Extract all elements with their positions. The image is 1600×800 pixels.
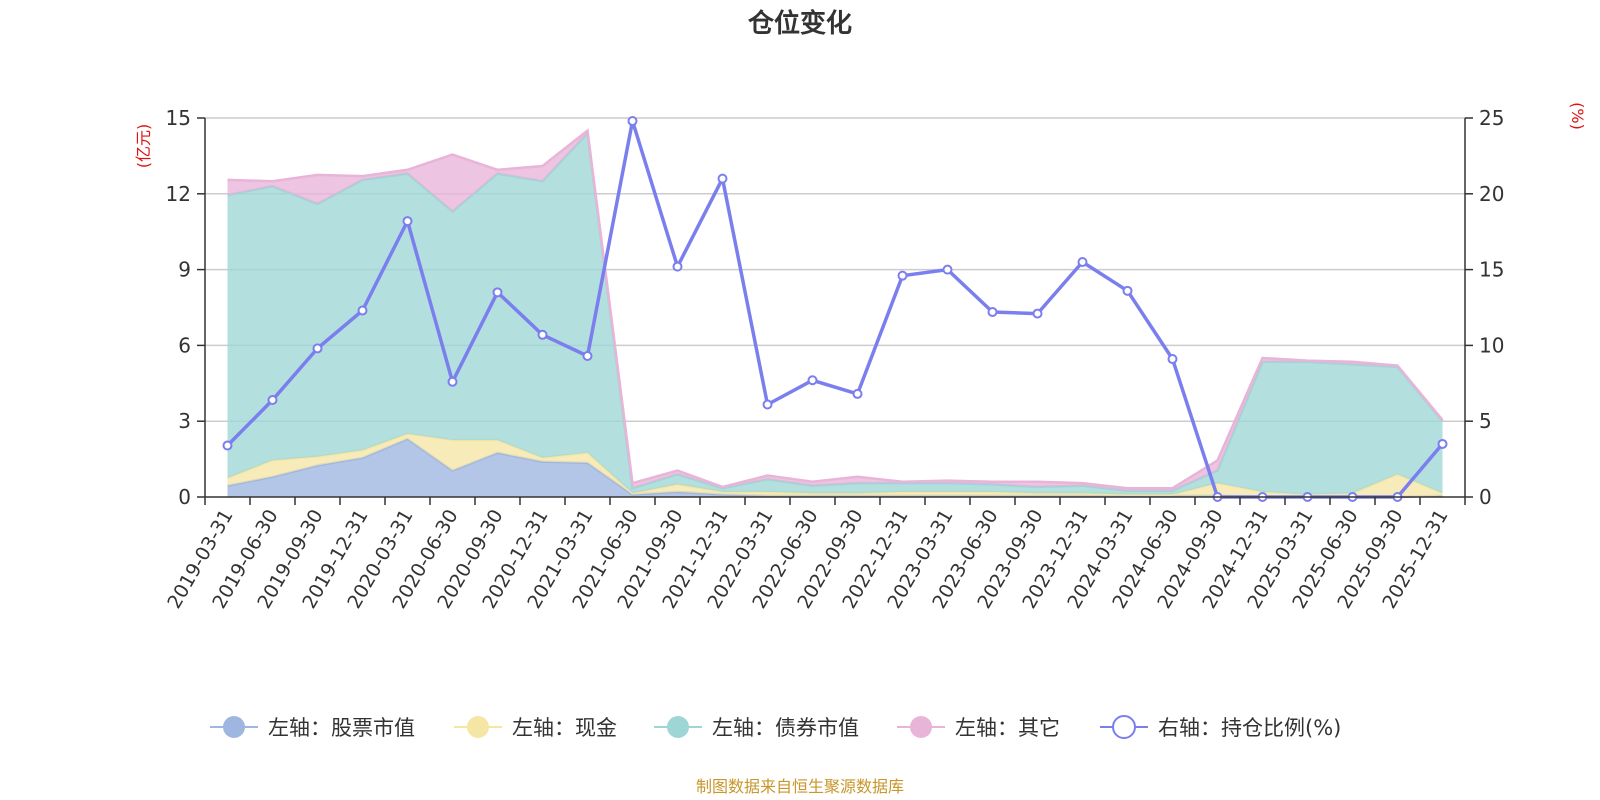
right-axis-tick-label: 25 — [1479, 106, 1504, 130]
ratio-point — [1167, 354, 1178, 365]
ratio-point — [447, 376, 458, 387]
legend-marker — [467, 716, 489, 738]
source-note: 制图数据来自恒生聚源数据库 — [696, 777, 904, 796]
ratio-point — [537, 329, 548, 340]
ratio-point — [1437, 438, 1448, 449]
area-series-edge — [227, 128, 1444, 490]
legend-marker — [910, 716, 932, 738]
ratio-point — [222, 440, 233, 451]
right-axis-unit: (%) — [1568, 102, 1587, 130]
right-axis-tick-label: 10 — [1479, 333, 1504, 357]
ratio-point — [267, 394, 278, 405]
legend-label: 左轴：股票市值 — [268, 716, 415, 740]
chart-title: 仓位变化 — [747, 8, 852, 39]
left-axis-tick-label: 0 — [178, 485, 191, 509]
ratio-point — [762, 399, 773, 410]
legend-label: 左轴：现金 — [512, 716, 617, 740]
left-axis-tick-label: 15 — [166, 106, 191, 130]
left-axis-tick-label: 3 — [178, 409, 191, 433]
ratio-point — [987, 307, 998, 318]
ratio-point — [672, 261, 683, 272]
ratio-point — [357, 305, 368, 316]
area-series — [227, 133, 1443, 495]
area-series — [227, 438, 1443, 497]
ratio-point — [717, 173, 728, 184]
legend-marker — [667, 716, 689, 738]
ratio-point — [852, 388, 863, 399]
legend-label: 左轴：其它 — [955, 716, 1060, 740]
legend-marker — [223, 716, 245, 738]
ratio-point — [402, 216, 413, 227]
ratio-point — [312, 343, 323, 354]
ratio-point — [1077, 257, 1088, 268]
left-axis-tick-label: 12 — [166, 182, 191, 206]
legend: 左轴：股票市值 左轴：现金 左轴：债券市值 左轴：其它 右轴：持仓比例(%) — [210, 715, 1341, 740]
left-axis-tick-label: 6 — [178, 333, 191, 357]
ratio-point — [942, 264, 953, 275]
ratio-point — [582, 351, 593, 362]
right-axis-tick-label: 0 — [1479, 485, 1492, 509]
right-axis-tick-label: 5 — [1479, 409, 1492, 433]
ratio-point — [807, 375, 818, 386]
ratio-point — [1122, 285, 1133, 296]
legend-label: 右轴：持仓比例(%) — [1158, 716, 1341, 740]
stacked-areas — [227, 128, 1444, 499]
ratio-point — [1032, 308, 1043, 319]
left-axis-unit: (亿元) — [134, 124, 153, 169]
right-axis-tick-label: 20 — [1479, 182, 1504, 206]
ratio-point — [897, 270, 908, 281]
left-axis-tick-label: 9 — [178, 258, 191, 282]
legend-marker — [1112, 715, 1136, 739]
ratio-point — [492, 287, 503, 298]
legend-label: 左轴：债券市值 — [712, 716, 859, 740]
right-axis-tick-label: 15 — [1479, 258, 1504, 282]
ratio-point — [627, 116, 638, 127]
